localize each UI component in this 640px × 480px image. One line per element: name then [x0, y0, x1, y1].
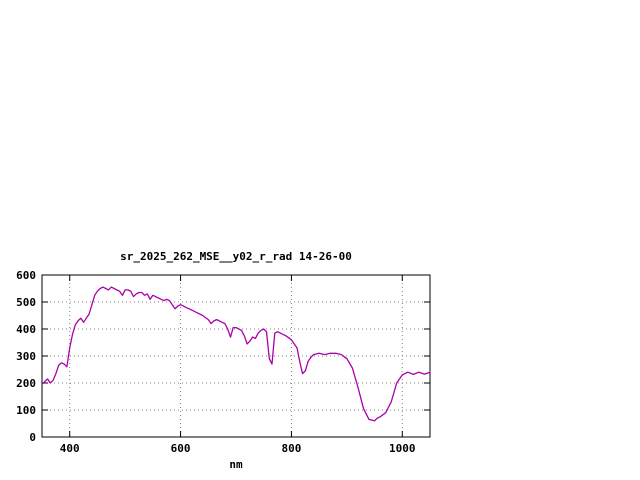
plot-border	[41, 274, 431, 438]
x-tick-label: 400	[60, 442, 80, 455]
y-tick-label: 500	[16, 296, 36, 309]
x-tick-label: 1000	[389, 442, 416, 455]
x-tick-label: 600	[171, 442, 191, 455]
y-tick-label: 300	[16, 350, 36, 363]
x-tick-label: 800	[281, 442, 301, 455]
y-tick-label: 100	[16, 404, 36, 417]
y-tick-label: 0	[29, 431, 36, 444]
y-tick-label: 600	[16, 269, 36, 282]
spectrum-curve	[41, 286, 431, 422]
chart-title: sr_2025_262_MSE__y02_r_rad 14-26-00	[120, 250, 352, 263]
y-tick-label: 400	[16, 323, 36, 336]
x-axis-label: nm	[229, 458, 243, 471]
y-tick-label: 200	[16, 377, 36, 390]
